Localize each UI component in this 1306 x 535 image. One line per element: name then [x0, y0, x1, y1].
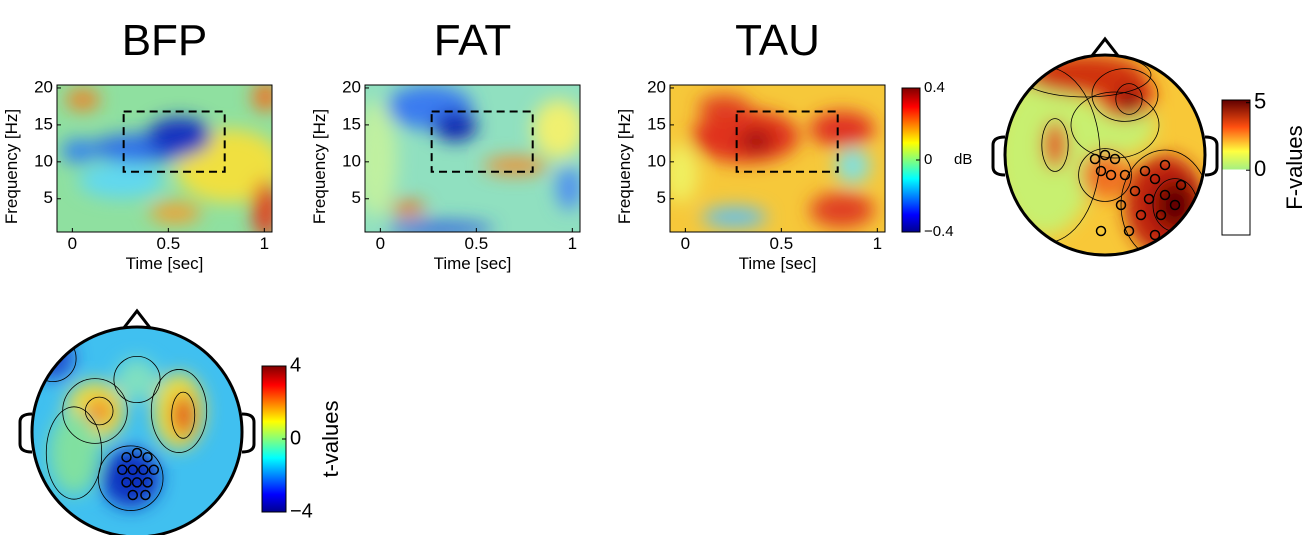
- heatmap: [354, 85, 584, 236]
- panel-title: FAT: [434, 16, 511, 65]
- heatmap-blob: [79, 163, 165, 198]
- heatmap-blob: [61, 139, 95, 163]
- x-tick-label: 0: [68, 234, 77, 253]
- x-tick-label: 0.5: [465, 234, 489, 253]
- y-tick-label: 5: [44, 188, 53, 207]
- x-axis-label: Time [sec]: [434, 254, 512, 273]
- x-tick-label: 0: [376, 234, 385, 253]
- y-tick-label: 5: [352, 188, 361, 207]
- y-tick-label: 20: [647, 77, 666, 96]
- heatmap-blob: [702, 207, 767, 228]
- heatmap-blob: [698, 95, 750, 119]
- x-tick-label: 0.5: [770, 234, 794, 253]
- colorbar-tick-label: 4: [290, 354, 301, 376]
- heatmap-blob: [556, 166, 582, 210]
- y-tick-label: 15: [647, 114, 666, 133]
- colorbar-tick-label: 0: [1254, 156, 1266, 181]
- heatmap-blob: [66, 89, 100, 110]
- y-tick-label: 10: [647, 151, 666, 170]
- ear: [993, 137, 1005, 175]
- x-axis-label: Time [sec]: [739, 254, 817, 273]
- ear: [242, 414, 254, 452]
- topo-blob: [173, 394, 194, 436]
- x-tick-label: 0.5: [157, 234, 181, 253]
- heatmap-blob: [434, 111, 477, 140]
- topo-blob: [32, 338, 74, 380]
- topo-blob: [1043, 121, 1067, 169]
- colorbar-tick-label: 0.4: [924, 79, 945, 96]
- x-tick-label: 1: [568, 234, 577, 253]
- y-axis-label: Frequency [Hz]: [2, 109, 21, 224]
- y-tick-label: 15: [34, 114, 53, 133]
- heatmap-blob: [810, 192, 875, 227]
- colorbar-tick-label: −4: [290, 500, 313, 522]
- topo-blob: [1155, 181, 1195, 229]
- panel-title: TAU: [735, 16, 820, 65]
- y-tick-label: 10: [34, 151, 53, 170]
- heatmap: [57, 82, 283, 239]
- panel-title: BFP: [122, 16, 208, 65]
- colorbar-tick-label: 0: [924, 151, 932, 168]
- y-tick-label: 20: [34, 77, 53, 96]
- topo-blob: [87, 398, 112, 423]
- heatmap-blob: [253, 82, 279, 111]
- x-tick-label: 1: [260, 234, 269, 253]
- y-tick-label: 15: [342, 114, 361, 133]
- heatmap-blob: [253, 181, 279, 240]
- colorbar-unit: dB: [954, 151, 972, 168]
- x-axis-label: Time [sec]: [126, 254, 204, 273]
- heatmap-blob: [147, 117, 212, 155]
- heatmap-blob: [836, 148, 870, 183]
- heatmap-blob: [664, 144, 698, 203]
- heatmap-blob: [391, 201, 425, 216]
- topo-blob: [49, 411, 99, 495]
- y-tick-label: 20: [342, 77, 361, 96]
- colorbar-tick-label: −0.4: [924, 223, 954, 240]
- heatmap: [664, 85, 885, 232]
- colorbar-label: F-values: [1282, 125, 1306, 209]
- figure: BFP00.515101520Time [sec]Frequency [Hz]F…: [0, 0, 1306, 535]
- heatmap-blob: [739, 129, 773, 153]
- colorbar-label: t-values: [318, 400, 343, 477]
- x-tick-label: 1: [873, 234, 882, 253]
- y-axis-label: Frequency [Hz]: [615, 109, 634, 224]
- heatmap-blob: [533, 100, 585, 159]
- colorbar: [1222, 100, 1250, 235]
- y-tick-label: 10: [342, 151, 361, 170]
- colorbar-tick-label: 0: [290, 427, 301, 449]
- y-axis-label: Frequency [Hz]: [310, 109, 329, 224]
- y-tick-label: 5: [657, 188, 666, 207]
- heatmap-blob: [149, 203, 201, 224]
- colorbar-tick-label: 5: [1254, 89, 1266, 114]
- x-tick-label: 0: [681, 234, 690, 253]
- ear: [1205, 137, 1217, 175]
- ear: [20, 414, 32, 452]
- heatmap-blob: [810, 111, 875, 146]
